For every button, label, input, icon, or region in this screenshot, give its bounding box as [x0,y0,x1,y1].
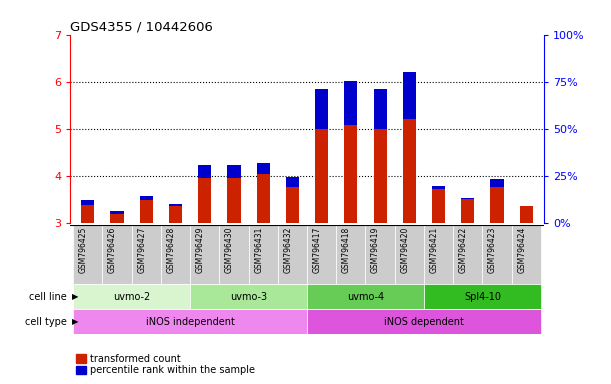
Bar [190,284,307,309]
Text: uvmo-4: uvmo-4 [347,291,384,302]
Text: GSM796428: GSM796428 [166,227,175,273]
Bar [140,200,153,223]
Text: iNOS dependent: iNOS dependent [384,316,464,327]
Text: GSM796417: GSM796417 [313,227,321,273]
Bar [453,225,483,284]
Bar [315,89,328,129]
Bar [424,225,453,284]
Text: GSM796425: GSM796425 [79,227,88,273]
Bar [169,206,182,223]
Text: cell type: cell type [25,316,67,327]
Bar [461,198,474,199]
Text: GSM796427: GSM796427 [137,227,146,273]
Text: ▶: ▶ [71,292,78,301]
Bar [111,214,123,223]
Text: GSM796419: GSM796419 [371,227,380,273]
Bar [307,225,336,284]
Bar [76,354,86,363]
Bar [81,200,94,205]
Text: percentile rank within the sample: percentile rank within the sample [90,365,255,375]
Bar [161,225,190,284]
Text: GSM796430: GSM796430 [225,227,234,273]
Bar [286,177,299,223]
Text: GSM796422: GSM796422 [459,227,468,273]
Text: GSM796423: GSM796423 [488,227,497,273]
Bar [432,185,445,189]
Bar [424,284,541,309]
Text: cell line: cell line [29,291,67,302]
Text: Spl4-10: Spl4-10 [464,291,501,302]
Bar [315,89,328,223]
Bar [403,72,416,223]
Text: GSM796421: GSM796421 [430,227,439,273]
Bar [483,225,511,284]
Text: uvmo-2: uvmo-2 [113,291,150,302]
Bar [365,225,395,284]
Bar [73,309,307,334]
Bar [307,309,541,334]
Bar [491,179,503,187]
Bar [140,196,153,200]
Text: ▶: ▶ [71,317,78,326]
Bar [111,212,123,214]
Bar [432,185,445,223]
Text: GSM796418: GSM796418 [342,227,351,273]
Bar [395,225,424,284]
Bar [257,164,270,174]
Bar [336,225,365,284]
Bar [307,284,424,309]
Bar [511,225,541,284]
Bar [76,366,86,374]
Bar [81,205,94,223]
Bar [257,164,270,223]
Bar [198,166,211,223]
Text: GSM796424: GSM796424 [518,227,526,273]
Text: GSM796431: GSM796431 [254,227,263,273]
Bar [198,166,211,177]
Bar [249,225,278,284]
Bar [491,179,503,223]
Bar [219,225,249,284]
Bar [227,166,241,177]
Bar [403,72,416,119]
Bar [344,81,357,223]
Text: GSM796429: GSM796429 [196,227,205,273]
Bar [169,204,182,206]
Bar [190,225,219,284]
Text: GDS4355 / 10442606: GDS4355 / 10442606 [70,20,213,33]
Bar [103,225,131,284]
Text: iNOS independent: iNOS independent [145,316,235,327]
Bar [286,177,299,187]
Text: GSM796426: GSM796426 [108,227,117,273]
Bar [278,225,307,284]
Text: transformed count: transformed count [90,354,181,364]
Bar [227,166,241,223]
Text: GSM796420: GSM796420 [400,227,409,273]
Bar [131,225,161,284]
Text: GSM796432: GSM796432 [284,227,293,273]
Bar [520,206,533,223]
Bar [373,89,387,129]
Bar [73,225,103,284]
Bar [73,284,190,309]
Text: uvmo-3: uvmo-3 [230,291,267,302]
Bar [344,81,357,125]
Bar [461,199,474,223]
Bar [373,89,387,223]
